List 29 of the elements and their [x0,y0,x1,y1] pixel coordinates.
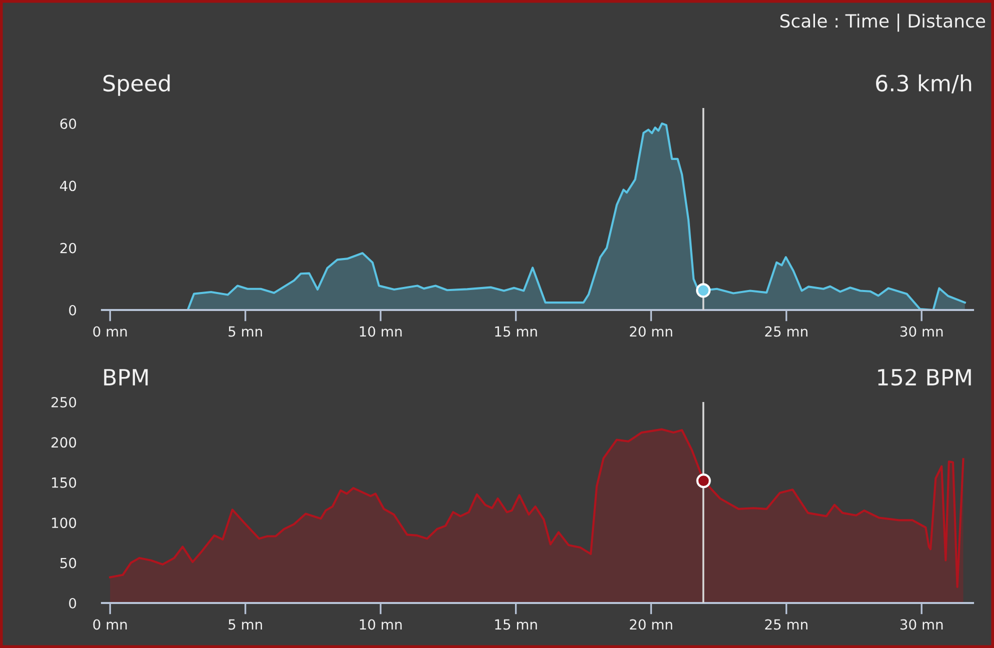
y-tick-label: 0 [69,304,76,316]
y-tick-label: 150 [52,477,76,488]
y-tick-label: 40 [60,180,76,192]
y-tick-label: 20 [60,242,76,254]
y-tick-label: 250 [52,396,76,408]
x-tick-label: 10 mn [360,326,402,337]
y-tick-label: 200 [52,437,76,448]
x-tick-label: 5 mn [228,619,262,630]
x-tick-label: 15 mn [495,619,537,630]
y-tick-label: 100 [52,518,76,528]
x-tick-label: 15 mn [495,326,537,337]
chart-title: Speed [103,74,170,96]
y-tick-label: 50 [60,558,76,568]
x-tick-label: 30 mn [900,326,943,337]
text: 152 BPM [878,368,971,386]
x-tick-label: 0 mn [93,326,127,337]
x-tick-label: 25 mn [765,326,808,337]
text: 6.3 km/h [876,74,972,94]
x-tick-label: 5 mn [228,326,262,337]
x-tick-label: 25 mn [765,619,808,630]
chart-title: BPM [104,369,148,386]
x-tick-label: 30 mn [900,619,943,630]
x-tick-label: 20 mn [630,619,672,630]
x-tick-label: 10 mn [360,619,402,630]
x-tick-label: 0 mn [93,619,127,630]
x-tick-label: 20 mn [630,326,672,337]
y-tick-label: 60 [60,118,76,130]
text: Scale : Time | Distance [780,14,986,32]
y-tick-label: 0 [69,598,76,608]
